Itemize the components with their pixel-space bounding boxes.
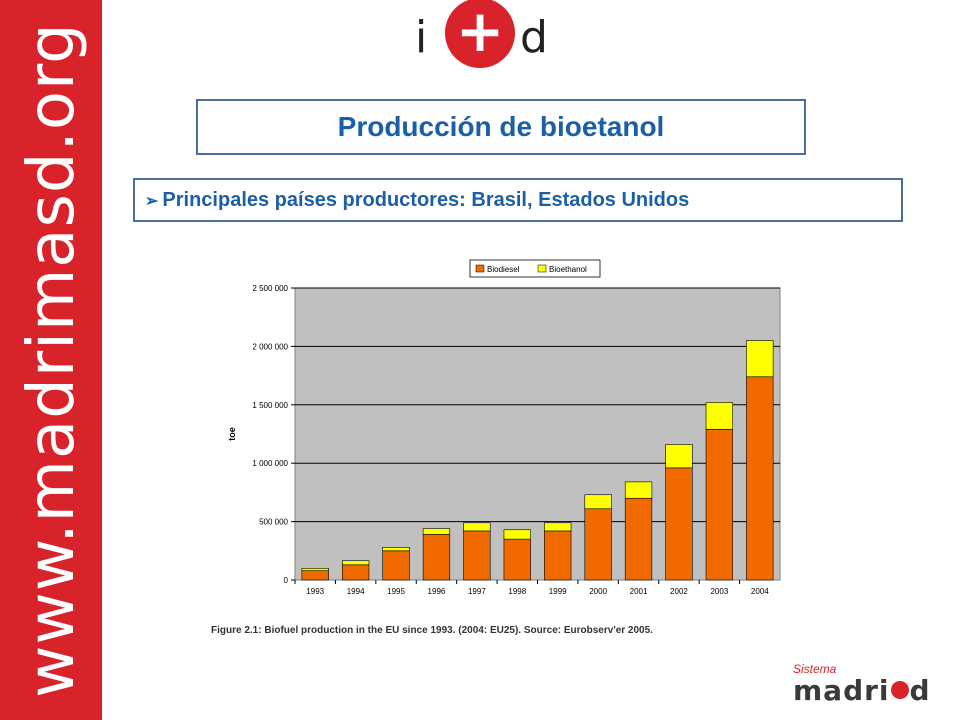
bar-bioethanol-1999 bbox=[544, 522, 572, 532]
bar-bioethanol-2000 bbox=[584, 494, 612, 510]
bar-biodiesel-2002 bbox=[665, 467, 693, 581]
bar-bioethanol-2002 bbox=[665, 444, 693, 469]
logo-brand-right: d bbox=[909, 674, 931, 707]
bar-bioethanol-1994 bbox=[341, 560, 370, 566]
bar-bioethanol-2003 bbox=[705, 402, 734, 430]
slide-title: Producción de bioetanol bbox=[196, 99, 806, 155]
x-tick-label: 2000 bbox=[589, 587, 607, 596]
logo-sistema-text: Sistema bbox=[793, 662, 837, 676]
bar-biodiesel-2001 bbox=[624, 497, 653, 581]
sistema-madrid-logo: Sistema madri d bbox=[793, 662, 930, 712]
legend-swatch-bioethanol bbox=[537, 264, 547, 273]
bar-bioethanol-1993 bbox=[301, 568, 329, 571]
x-tick-label: 1997 bbox=[468, 587, 486, 596]
bar-biodiesel-1994 bbox=[341, 564, 370, 581]
y-tick-label: 500 000 bbox=[259, 518, 288, 527]
bar-biodiesel-1996 bbox=[422, 534, 451, 581]
chart-figure: 0 500 000 1 000 000 1 500 000 2 000 000 2 500… bbox=[205, 250, 785, 645]
logo-red-dot-icon bbox=[890, 681, 909, 699]
bar-biodiesel-1998 bbox=[503, 538, 531, 581]
x-tick-label: 2004 bbox=[751, 587, 769, 596]
bar-biodiesel-1999 bbox=[544, 530, 572, 581]
logo-brand: madri d bbox=[793, 674, 931, 707]
bar-biodiesel-2003 bbox=[705, 429, 734, 581]
bar-bioethanol-1995 bbox=[382, 546, 410, 552]
logo-letter-i: i bbox=[415, 12, 428, 63]
bar-chart: 0 500 000 1 000 000 1 500 000 2 000 000 2 500… bbox=[211, 259, 781, 636]
legend-label-biodiesel: Biodiesel bbox=[487, 265, 520, 274]
plot-area bbox=[294, 287, 781, 581]
plus-icon: + bbox=[455, 0, 505, 65]
bar-bioethanol-1996 bbox=[422, 528, 451, 535]
x-tick-label: 2001 bbox=[630, 587, 648, 596]
y-tick-label: 1 000 000 bbox=[252, 459, 288, 468]
x-tick-label: 2002 bbox=[670, 587, 688, 596]
bar-biodiesel-2004 bbox=[746, 376, 774, 581]
bar-bioethanol-2004 bbox=[746, 340, 774, 378]
x-tick-label: 1996 bbox=[428, 587, 446, 596]
bar-biodiesel-2000 bbox=[584, 508, 612, 581]
idi-logo: i + d bbox=[405, 0, 555, 80]
x-tick-label: 1994 bbox=[347, 587, 365, 596]
x-tick-label: 1999 bbox=[549, 587, 567, 596]
sidebar-url-text: www.madrimasd.org bbox=[15, 22, 89, 698]
bar-biodiesel-1993 bbox=[301, 570, 329, 581]
bar-bioethanol-2001 bbox=[624, 481, 653, 499]
legend-label-bioethanol: Bioethanol bbox=[549, 265, 587, 274]
legend-box bbox=[469, 259, 601, 278]
logo-brand-left: madri bbox=[793, 674, 890, 707]
x-tick-label: 1993 bbox=[306, 587, 324, 596]
bar-bioethanol-1997 bbox=[463, 522, 491, 532]
legend-swatch-biodiesel bbox=[475, 264, 485, 273]
y-tick-label: 1 500 000 bbox=[252, 401, 288, 410]
bar-biodiesel-1997 bbox=[463, 530, 491, 581]
bullet-text: Principales países productores: Brasil, … bbox=[162, 189, 690, 211]
figure-caption: Figure 2.1: Biofuel production in the EU… bbox=[211, 625, 653, 636]
bullet-arrow-icon: ➢ bbox=[145, 193, 159, 210]
x-tick-label: 1995 bbox=[387, 587, 405, 596]
logo-letter-d: d bbox=[520, 12, 548, 63]
y-tick-label: 0 bbox=[284, 576, 289, 585]
y-tick-label: 2 500 000 bbox=[252, 284, 288, 293]
x-tick-label: 1998 bbox=[508, 587, 526, 596]
bar-bioethanol-1998 bbox=[503, 529, 531, 540]
x-tick-label: 2003 bbox=[710, 587, 728, 596]
y-axis-label: toe bbox=[227, 427, 237, 441]
y-tick-label: 2 000 000 bbox=[252, 342, 288, 351]
bullet-point: ➢ Principales países productores: Brasil,… bbox=[133, 178, 903, 222]
sidebar: www.madrimasd.org bbox=[0, 0, 102, 720]
logo-plus-circle: + bbox=[445, 0, 515, 68]
bar-biodiesel-1995 bbox=[382, 550, 410, 581]
